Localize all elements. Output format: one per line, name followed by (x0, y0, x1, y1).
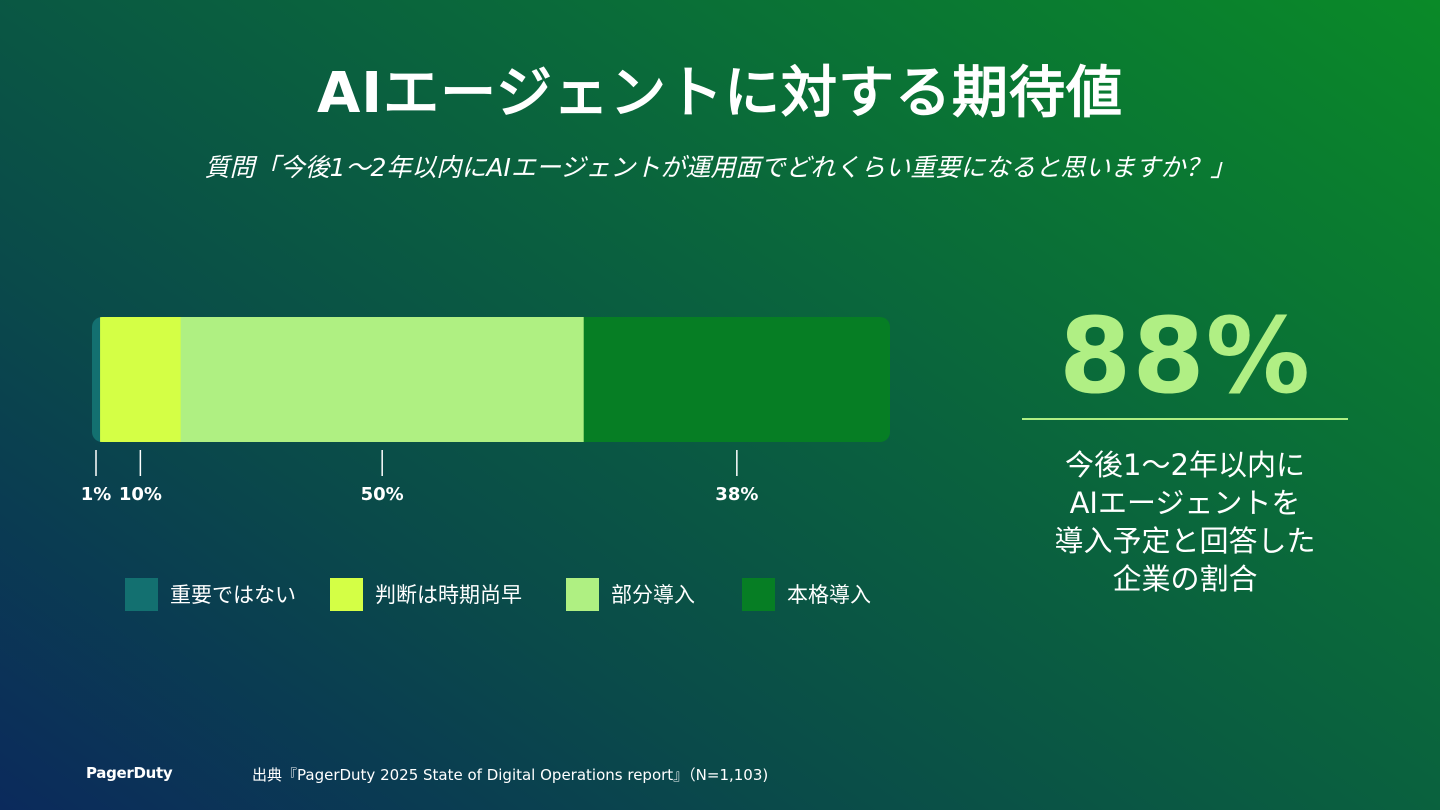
kpi-caption-line-3: 導入予定と回答した (1054, 524, 1316, 558)
legend-item: 部分導入 (566, 577, 695, 611)
bar-segment (583, 317, 890, 442)
value-label: 10% (119, 484, 162, 505)
legend-swatch (742, 577, 775, 611)
kpi-value: 88% (1059, 295, 1311, 417)
legend-label: 重要ではない (170, 583, 296, 607)
legend-label: 本格導入 (787, 583, 871, 607)
pagerduty-logo: PagerDuty (86, 764, 173, 782)
chart-legend: 重要ではない 判断は時期尚早 部分導入 本格導入 (125, 577, 925, 617)
legend-swatch (330, 577, 363, 611)
legend-item: 本格導入 (742, 577, 871, 611)
legend-swatch (566, 577, 599, 611)
bar-segment (92, 317, 101, 442)
legend-label: 判断は時期尚早 (375, 583, 522, 607)
legend-item: 判断は時期尚早 (330, 577, 522, 611)
value-label: 50% (361, 484, 404, 505)
kpi-caption-line-1: 今後1〜2年以内に (1065, 448, 1305, 482)
legend-item: 重要ではない (125, 577, 296, 611)
stacked-bar-chart: 1% 10% 50% 38% (81, 317, 890, 505)
kpi-caption: 今後1〜2年以内に AIエージェントを 導入予定と回答した 企業の割合 (1022, 446, 1348, 598)
value-label: 38% (715, 484, 758, 505)
page-title: AIエージェントに対する期待値 (316, 61, 1124, 126)
kpi-caption-line-2: AIエージェントを (1069, 486, 1301, 520)
kpi-caption-line-4: 企業の割合 (1112, 562, 1258, 596)
legend-label: 部分導入 (611, 583, 695, 607)
value-label: 1% (81, 484, 112, 505)
bar-segment (100, 317, 182, 442)
survey-question: 質問「今後1〜2年以内にAIエージェントが運用面でどれくらい重要になると思います… (204, 153, 1236, 182)
legend-swatch (125, 577, 158, 611)
bar-segment (180, 317, 585, 442)
kpi-divider (1022, 418, 1348, 420)
source-citation: 出典『PagerDuty 2025 State of Digital Opera… (252, 766, 769, 784)
